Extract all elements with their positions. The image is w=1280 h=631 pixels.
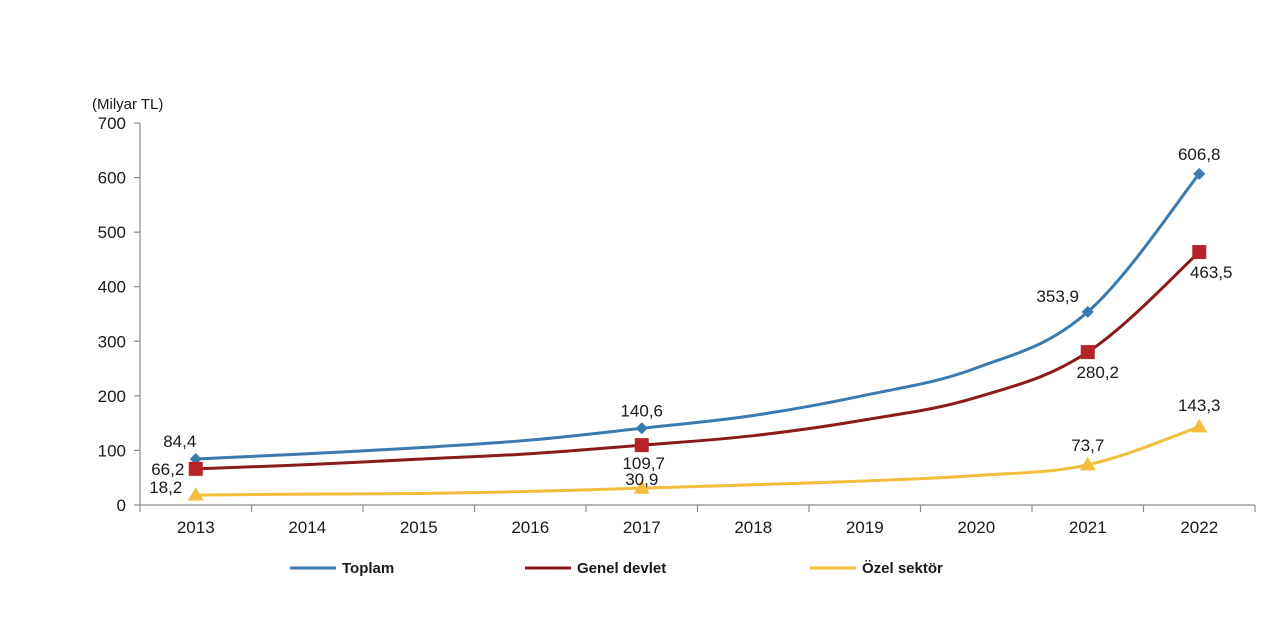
data-point-genel-devlet: [189, 462, 203, 476]
y-tick-label: 400: [98, 278, 126, 297]
y-tick-label: 300: [98, 332, 126, 351]
data-label-özel-sektör: 143,3: [1178, 396, 1221, 415]
data-label-özel-sektör: 73,7: [1071, 436, 1104, 455]
data-point-genel-devlet: [1081, 345, 1095, 359]
data-label-toplam: 84,4: [163, 432, 196, 451]
data-label-toplam: 353,9: [1036, 287, 1079, 306]
y-tick-label: 500: [98, 223, 126, 242]
data-label-toplam: 140,6: [620, 401, 663, 420]
data-label-genel-devlet: 66,2: [151, 460, 184, 479]
x-tick-label: 2021: [1069, 518, 1107, 537]
x-tick-label: 2017: [623, 518, 661, 537]
x-tick-label: 2013: [177, 518, 215, 537]
legend-label-toplam: Toplam: [342, 560, 394, 577]
chart-container: (Milyar TL) 0 100 200 300 400 500 600 700 2013 201…: [0, 0, 1280, 631]
data-label-toplam: 606,8: [1178, 145, 1221, 164]
y-axis-unit-label: (Milyar TL): [92, 96, 163, 113]
y-tick-label: 700: [98, 114, 126, 133]
data-point-genel-devlet: [1192, 245, 1206, 259]
y-tick-label: 200: [98, 387, 126, 406]
y-tick-label: 600: [98, 169, 126, 188]
y-tick-label: 0: [117, 496, 126, 515]
x-tick-label: 2020: [957, 518, 995, 537]
x-tick-label: 2019: [846, 518, 884, 537]
series-line-genel-devlet: [196, 252, 1200, 469]
legend-label-özel-sektör: Özel sektör: [862, 560, 943, 577]
legend-label-genel-devlet: Genel devlet: [577, 560, 666, 577]
data-point-genel-devlet: [635, 438, 649, 452]
y-tick-label: 100: [98, 441, 126, 460]
series-line-toplam: [196, 174, 1200, 459]
data-label-özel-sektör: 18,2: [149, 478, 182, 497]
data-point-özel-sektör: [1191, 419, 1207, 433]
x-tick-label: 2016: [511, 518, 549, 537]
x-tick-label: 2022: [1180, 518, 1218, 537]
line-chart: (Milyar TL) 0 100 200 300 400 500 600 700 2013 201…: [0, 0, 1280, 631]
data-label-genel-devlet: 280,2: [1076, 363, 1119, 382]
data-label-genel-devlet: 463,5: [1190, 263, 1233, 282]
x-tick-label: 2014: [288, 518, 326, 537]
x-tick-label: 2015: [400, 518, 438, 537]
data-label-özel-sektör: 30,9: [625, 470, 658, 489]
x-tick-label: 2018: [734, 518, 772, 537]
data-point-toplam: [636, 422, 648, 434]
series-line-özel-sektör: [196, 427, 1200, 495]
